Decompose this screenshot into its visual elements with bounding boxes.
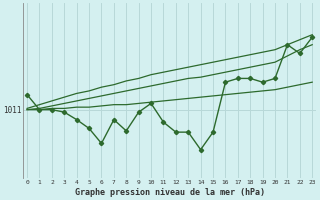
X-axis label: Graphe pression niveau de la mer (hPa): Graphe pression niveau de la mer (hPa) [75, 188, 265, 197]
